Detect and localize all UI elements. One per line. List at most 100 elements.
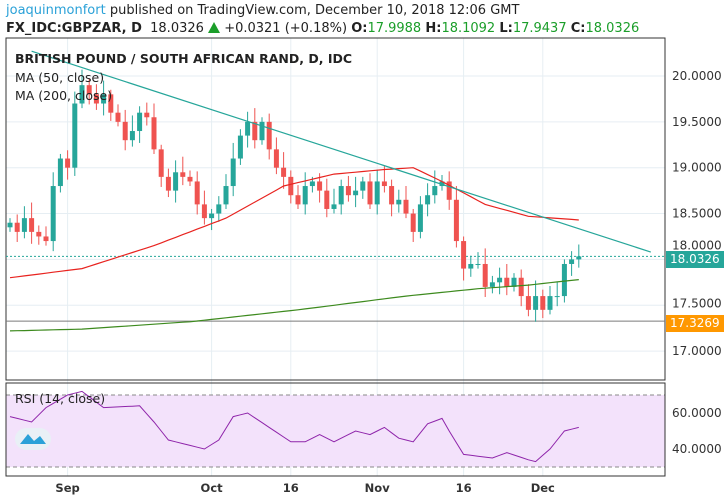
candle-body	[468, 263, 474, 269]
x-tick-label: 16	[283, 481, 299, 495]
candle-body	[353, 190, 359, 196]
candle-body	[216, 204, 222, 214]
candle-body	[360, 181, 366, 191]
candle-body	[101, 94, 107, 104]
ma50-legend[interactable]: MA (50, close)	[15, 70, 105, 85]
candle-body	[540, 296, 546, 310]
candle-body	[29, 218, 35, 232]
tradingview-logo	[15, 428, 51, 450]
candle-body	[115, 112, 121, 122]
candle-body	[403, 199, 409, 214]
y-tick-label: 17.0000	[672, 344, 722, 358]
candle-body	[65, 158, 71, 168]
candle-body	[504, 277, 510, 287]
candle-body	[417, 204, 423, 232]
candle-body	[187, 176, 193, 182]
candle-body	[367, 181, 373, 205]
x-tick-label: 16	[456, 481, 472, 495]
ma200-line	[9, 279, 579, 332]
y-tick-label: 19.5000	[672, 115, 722, 129]
candle-body	[482, 263, 488, 287]
candle-body	[281, 167, 287, 177]
candle-body	[72, 103, 78, 168]
candle-body	[137, 112, 143, 132]
rsi-line	[9, 390, 579, 463]
price: 18.0326	[150, 21, 204, 36]
publish-line: joaquinmonfort published on TradingView.…	[6, 3, 519, 18]
rsi-tick-label: 60.0000	[672, 406, 722, 420]
candle-body	[43, 236, 49, 242]
y-tick-label: 18.5000	[672, 207, 722, 221]
symbol: FX_IDC:GBPZAR, D	[6, 21, 142, 36]
last-price-label: 18.0326	[666, 251, 724, 268]
candle-body	[561, 263, 567, 297]
candle-body	[122, 121, 128, 141]
candle-body	[230, 158, 236, 187]
change: +0.0321 (+0.18%)	[224, 21, 348, 36]
candle-body	[209, 213, 215, 219]
candle-body	[497, 277, 503, 283]
candle-body	[374, 181, 380, 205]
candle-body	[79, 85, 85, 104]
candle-body	[331, 204, 337, 209]
candle-body	[259, 121, 265, 141]
candle-body	[554, 296, 560, 298]
author-link[interactable]: joaquinmonfort	[6, 3, 106, 18]
x-tick-label: Oct	[201, 481, 224, 495]
candle-body	[338, 186, 344, 205]
candle-body	[266, 121, 272, 150]
x-tick-label: Sep	[55, 481, 79, 495]
candle-body	[432, 186, 438, 196]
high-value: 18.1092	[441, 21, 496, 36]
candle-body	[108, 94, 114, 113]
marker-price-label: 17.3269	[666, 315, 724, 332]
candle-body	[129, 131, 135, 141]
y-tick-label: 19.0000	[672, 161, 722, 175]
candle-body	[446, 181, 452, 200]
candle-body	[86, 85, 92, 95]
candle-body	[324, 190, 330, 209]
candle-body	[461, 241, 467, 269]
open-label: O:	[351, 21, 368, 36]
close-value: 18.0326	[585, 21, 640, 36]
chart-title: BRITISH POUND / SOUTH AFRICAN RAND, D, I…	[15, 51, 353, 66]
candle-body	[425, 195, 431, 205]
y-tick-label: 18.0000	[672, 238, 722, 252]
candle-body	[252, 121, 258, 141]
rsi-tick-label: 40.0000	[672, 442, 722, 456]
candle-body	[93, 94, 99, 104]
candle-body	[151, 117, 157, 150]
candle-body	[273, 149, 279, 168]
x-tick-label: Nov	[365, 481, 391, 495]
candle-body	[50, 186, 56, 242]
candle-body	[489, 282, 495, 287]
price-pane-frame	[5, 37, 666, 381]
candle-body	[288, 176, 294, 196]
candle-body	[158, 149, 164, 177]
candle-body	[36, 231, 42, 237]
rsi-legend[interactable]: RSI (14, close)	[15, 391, 106, 406]
x-tick-label: Dec	[531, 481, 555, 495]
candle-body	[381, 181, 387, 187]
candle-body	[453, 199, 459, 242]
symbol-line: FX_IDC:GBPZAR, D 18.0326 +0.0321 (+0.18%…	[6, 21, 639, 36]
close-label: C:	[570, 21, 586, 36]
trendline	[31, 50, 651, 253]
candle-body	[57, 158, 63, 187]
rsi-pane-frame	[5, 382, 666, 477]
tradingview-logo-icon	[20, 434, 46, 444]
candle-body	[317, 181, 323, 191]
candle-body	[7, 222, 13, 228]
candle-body	[144, 112, 150, 118]
candle-body	[14, 222, 20, 232]
candle-body	[511, 277, 517, 287]
ma200-legend[interactable]: MA (200, close)	[15, 88, 113, 103]
y-tick-label: 20.0000	[672, 69, 722, 83]
candle-body	[576, 256, 582, 260]
candle-body	[396, 199, 402, 205]
candle-body	[475, 263, 481, 265]
candle-body	[173, 172, 179, 191]
candle-body	[518, 277, 524, 297]
candle-body	[295, 195, 301, 205]
